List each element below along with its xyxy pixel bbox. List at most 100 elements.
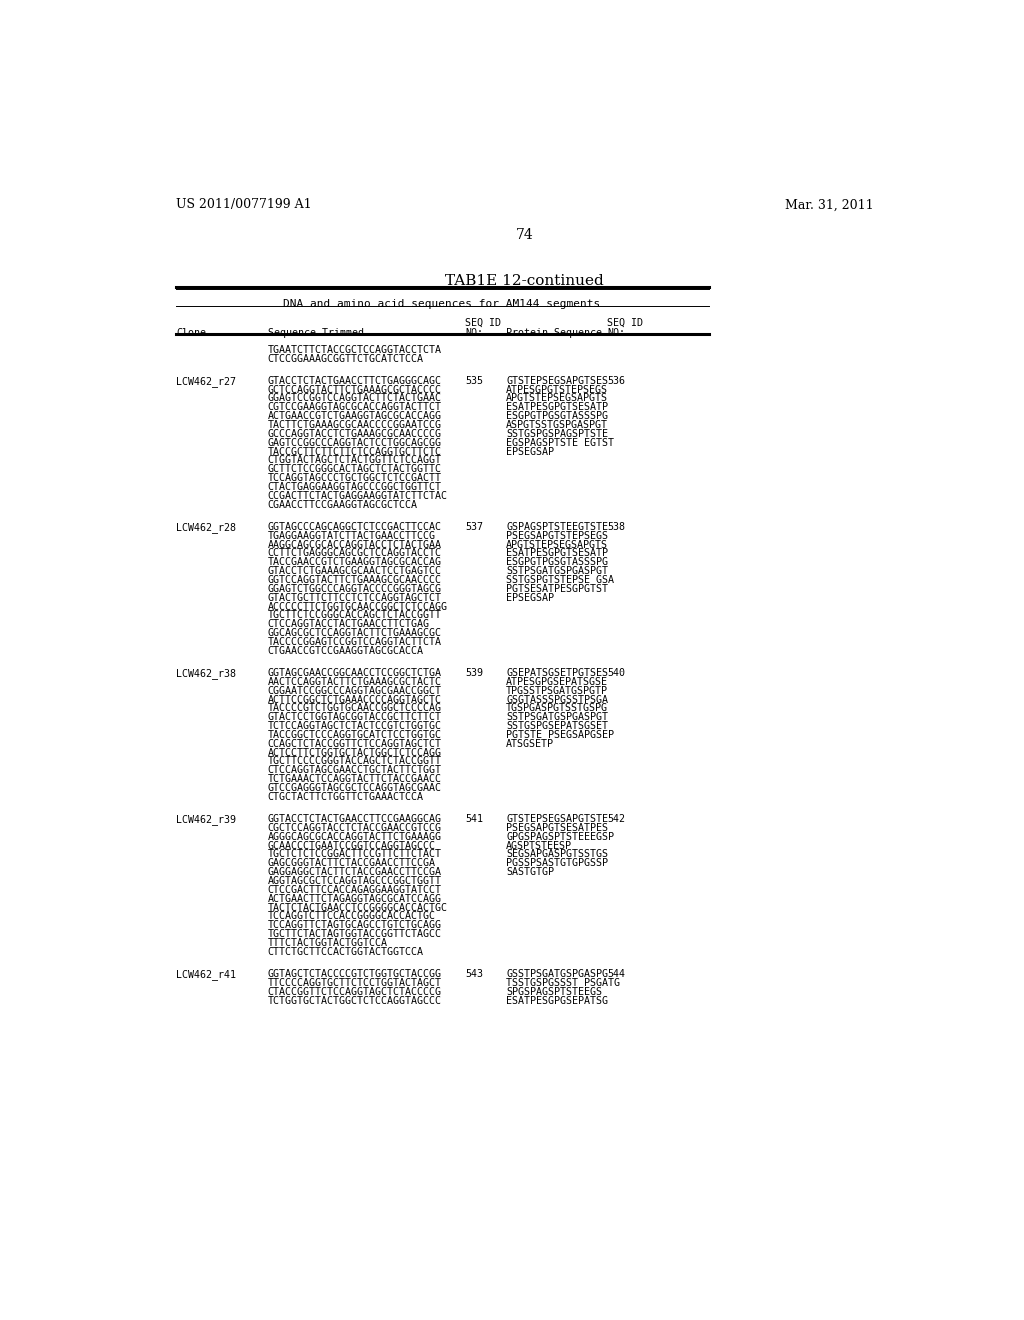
- Text: 540: 540: [607, 668, 625, 678]
- Text: ATPESGPGSEPATSGSE: ATPESGPGSEPATSGSE: [506, 677, 608, 686]
- Text: TACCGCTTCTTCTTCTCCAGGTGCTTCTC: TACCGCTTCTTCTTCTCCAGGTGCTTCTC: [267, 446, 441, 457]
- Text: GAGCGGGTACTTCTACCGAACCTTCCGA: GAGCGGGTACTTCTACCGAACCTTCCGA: [267, 858, 435, 869]
- Text: EPSEGSAP: EPSEGSAP: [506, 593, 554, 603]
- Text: GGTACCTCTACTGAACCTTCCGAAGGCAG: GGTACCTCTACTGAACCTTCCGAAGGCAG: [267, 814, 441, 824]
- Text: 544: 544: [607, 969, 625, 979]
- Text: ACTCCTTCTGGTGCTACTGGCTCTCCAGG: ACTCCTTCTGGTGCTACTGGCTCTCCAGG: [267, 747, 441, 758]
- Text: CGTCCGAAGGTAGCGCACCAGGTACTTCT: CGTCCGAAGGTAGCGCACCAGGTACTTCT: [267, 403, 441, 412]
- Text: TACTTCTGAAAGCGCAACCCCGGAATCCG: TACTTCTGAAAGCGCAACCCCGGAATCCG: [267, 420, 441, 430]
- Text: ESATPESGPGSEPATSG: ESATPESGPGSEPATSG: [506, 995, 608, 1006]
- Text: CTTCTGCTTCCACTGGTACTGGTCCA: CTTCTGCTTCCACTGGTACTGGTCCA: [267, 946, 424, 957]
- Text: NO:: NO:: [607, 327, 625, 338]
- Text: 538: 538: [607, 521, 625, 532]
- Text: CTCCAGGTAGCGAACCTGCTACTTCTGGT: CTCCAGGTAGCGAACCTGCTACTTCTGGT: [267, 766, 441, 775]
- Text: CTACTGAGGAAGGTAGCCCGGCTGGTTCT: CTACTGAGGAAGGTAGCCCGGCTGGTTCT: [267, 482, 441, 492]
- Text: TPGSSTPSGATGSPGTP: TPGSSTPSGATGSPGTP: [506, 685, 608, 696]
- Text: LCW462_r27: LCW462_r27: [176, 376, 237, 387]
- Text: APGTSTEPSEGSAPGTS: APGTSTEPSEGSAPGTS: [506, 393, 608, 404]
- Text: TAB1E 12-continued: TAB1E 12-continued: [445, 275, 604, 288]
- Text: ACTGAACTTCTAGAGGTAGCGCATCCAGG: ACTGAACTTCTAGAGGTAGCGCATCCAGG: [267, 894, 441, 904]
- Text: GGAGTCCGGTCCAGGTACTTCTACTGAAC: GGAGTCCGGTCCAGGTACTTCTACTGAAC: [267, 393, 441, 404]
- Text: PGSSPSASTGTGPGSSP: PGSSPSASTGTGPGSSP: [506, 858, 608, 869]
- Text: SSTPSGATGSPGASPGT: SSTPSGATGSPGASPGT: [506, 566, 608, 576]
- Text: SSTGSPGSEPATSGSET: SSTGSPGSEPATSGSET: [506, 721, 608, 731]
- Text: CTGCTACTTCTGGTTCTGAAACTCCA: CTGCTACTTCTGGTTCTGAAACTCCA: [267, 792, 424, 803]
- Text: ESGPGTPGSGTASSSPG: ESGPGTPGSGTASSSPG: [506, 557, 608, 568]
- Text: EGSPAGSPTSTE EGTST: EGSPAGSPTSTE EGTST: [506, 438, 614, 447]
- Text: 539: 539: [465, 668, 483, 678]
- Text: GCAACCCTGAATCCGGTCCAGGTAGCCC: GCAACCCTGAATCCGGTCCAGGTAGCCC: [267, 841, 435, 850]
- Text: TACTCTACTGAACCTCCGGGGCACCACTGC: TACTCTACTGAACCTCCGGGGCACCACTGC: [267, 903, 447, 912]
- Text: TCCAGGTCTTCCACCGGGGCACCACTGC: TCCAGGTCTTCCACCGGGGCACCACTGC: [267, 911, 435, 921]
- Text: ESATPESGPGTSESATP: ESATPESGPGTSESATP: [506, 548, 608, 558]
- Text: GGTAGCGAACCGGCAACCTCCGGCTCTGA: GGTAGCGAACCGGCAACCTCCGGCTCTGA: [267, 668, 441, 678]
- Text: GSGTASSSPGSSTPSGA: GSGTASSSPGSSTPSGA: [506, 694, 608, 705]
- Text: SSTGSPGSPAGSPTSTE: SSTGSPGSPAGSPTSTE: [506, 429, 608, 438]
- Text: GSPAGSPTSTEEGTSTE: GSPAGSPTSTEEGTSTE: [506, 521, 608, 532]
- Text: CGGAATCCGGCCCAGGTAGCGAACCGGCT: CGGAATCCGGCCCAGGTAGCGAACCGGCT: [267, 685, 441, 696]
- Text: GAGTCCGGCCCAGGTACTCCTGGCAGCGG: GAGTCCGGCCCAGGTACTCCTGGCAGCGG: [267, 438, 441, 447]
- Text: PSEGSAPGTSESATPES: PSEGSAPGTSESATPES: [506, 822, 608, 833]
- Text: CGCTCCAGGTACCTCTACCGAACCGTCCG: CGCTCCAGGTACCTCTACCGAACCGTCCG: [267, 822, 441, 833]
- Text: 541: 541: [465, 814, 483, 824]
- Text: ATPESGPGTSTEPSEGS: ATPESGPGTSTEPSEGS: [506, 384, 608, 395]
- Text: TCCAGGTAGCCCTGCTGGCTCTCCGACTT: TCCAGGTAGCCCTGCTGGCTCTCCGACTT: [267, 473, 441, 483]
- Text: TACCCCGTCTGGTGCAACCGGCTCCCCAG: TACCCCGTCTGGTGCAACCGGCTCCCCAG: [267, 704, 441, 713]
- Text: GSEPATSGSETPGTSES: GSEPATSGSETPGTSES: [506, 668, 608, 678]
- Text: SEQ ID: SEQ ID: [465, 318, 501, 327]
- Text: 535: 535: [465, 376, 483, 385]
- Text: LCW462_r39: LCW462_r39: [176, 814, 237, 825]
- Text: CTCCAGGTACCTACTGAACCTTCTGAG: CTCCAGGTACCTACTGAACCTTCTGAG: [267, 619, 429, 630]
- Text: GPGSPAGSPTSTEEEGSP: GPGSPAGSPTSTEEEGSP: [506, 832, 614, 842]
- Text: AAGGCAGCGCACCAGGTACCTCTACTGAA: AAGGCAGCGCACCAGGTACCTCTACTGAA: [267, 540, 441, 549]
- Text: CTACCGGTTCTCCAGGTAGCTCTACCCCG: CTACCGGTTCTCCAGGTAGCTCTACCCCG: [267, 987, 441, 997]
- Text: TGCTTCCCCGGGTACCAGCTCTACCGGTT: TGCTTCCCCGGGTACCAGCTCTACCGGTT: [267, 756, 441, 767]
- Text: TCTGGTGCTACTGGCTCTCCAGGTAGCCC: TCTGGTGCTACTGGCTCTCCAGGTAGCCC: [267, 995, 441, 1006]
- Text: TACCGGCTCCCAGGTGCATCTCCTGGTGC: TACCGGCTCCCAGGTGCATCTCCTGGTGC: [267, 730, 441, 741]
- Text: TGAATCTTCTACCGCTCCAGGTACCTCTA: TGAATCTTCTACCGCTCCAGGTACCTCTA: [267, 345, 441, 355]
- Text: GTCCGAGGGTAGCGCTCCAGGTAGCGAAC: GTCCGAGGGTAGCGCTCCAGGTAGCGAAC: [267, 783, 441, 793]
- Text: Protein Sequence: Protein Sequence: [506, 327, 602, 338]
- Text: ACTGAACCGTCTGAAGGTAGCGCACCAGG: ACTGAACCGTCTGAAGGTAGCGCACCAGG: [267, 411, 441, 421]
- Text: TCCAGGTTCTAGTGCAGCCTGTCTGCAGG: TCCAGGTTCTAGTGCAGCCTGTCTGCAGG: [267, 920, 441, 931]
- Text: CCGACTTCTACTGAGGAAGGTATCTTCTAC: CCGACTTCTACTGAGGAAGGTATCTTCTAC: [267, 491, 447, 500]
- Text: CTCCGGAAAGCGGTTCTGCATCTCCA: CTCCGGAAAGCGGTTCTGCATCTCCA: [267, 354, 424, 363]
- Text: GGTAGCCCAGCAGGCTCTCCGACTTCCAC: GGTAGCCCAGCAGGCTCTCCGACTTCCAC: [267, 521, 441, 532]
- Text: TCTGAAACTCCAGGTACTTCTACCGAACC: TCTGAAACTCCAGGTACTTCTACCGAACC: [267, 775, 441, 784]
- Text: AACTCCAGGTACTTCTGAAAGCGCTACTC: AACTCCAGGTACTTCTGAAAGCGCTACTC: [267, 677, 441, 686]
- Text: GTACTCCTGGTAGCGGTACCGCTTCTTCT: GTACTCCTGGTAGCGGTACCGCTTCTTCT: [267, 713, 441, 722]
- Text: PGTSESATPESGPGTST: PGTSESATPESGPGTST: [506, 583, 608, 594]
- Text: TSSTGSPGSSST PSGATG: TSSTGSPGSSST PSGATG: [506, 978, 621, 987]
- Text: GCTTCTCCGGGCACTAGCTCTACTGGTTC: GCTTCTCCGGGCACTAGCTCTACTGGTTC: [267, 465, 441, 474]
- Text: APGTSTEPSEGSAPGTS: APGTSTEPSEGSAPGTS: [506, 540, 608, 549]
- Text: SSTPSGATGSPGASPGT: SSTPSGATGSPGASPGT: [506, 713, 608, 722]
- Text: TGSPGASPGTSSTGSPG: TGSPGASPGTSSTGSPG: [506, 704, 608, 713]
- Text: CTCCGACTTCCACCAGAGGAAGGTATCCT: CTCCGACTTCCACCAGAGGAAGGTATCCT: [267, 884, 441, 895]
- Text: CCTTCTGAGGGCAGCGCTCCAGGTACCTC: CCTTCTGAGGGCAGCGCTCCAGGTACCTC: [267, 548, 441, 558]
- Text: 74: 74: [516, 227, 534, 242]
- Text: AGSPTSTEESP: AGSPTSTEESP: [506, 841, 572, 850]
- Text: LCW462_r41: LCW462_r41: [176, 969, 237, 979]
- Text: TGCTCTCTCCGGACTTCCGTTCTTCTACT: TGCTCTCTCCGGACTTCCGTTCTTCTACT: [267, 850, 441, 859]
- Text: TGAGGAAGGTATCTTACTGAACCTTCCG: TGAGGAAGGTATCTTACTGAACCTTCCG: [267, 531, 435, 541]
- Text: NO:: NO:: [465, 327, 483, 338]
- Text: ESATPESGPGTSESATP: ESATPESGPGTSESATP: [506, 403, 608, 412]
- Text: PGTSTE PSEGSAPGSEP: PGTSTE PSEGSAPGSEP: [506, 730, 614, 741]
- Text: CTGAACCGTCCGAAGGTAGCGCACCA: CTGAACCGTCCGAAGGTAGCGCACCA: [267, 645, 424, 656]
- Text: ATSGSETP: ATSGSETP: [506, 739, 554, 748]
- Text: SPGSPAGSPTSTEEGS: SPGSPAGSPTSTEEGS: [506, 987, 602, 997]
- Text: LCW462_r28: LCW462_r28: [176, 521, 237, 533]
- Text: GCTCCAGGTACTTCTGAAAGCGCTACCCC: GCTCCAGGTACTTCTGAAAGCGCTACCCC: [267, 384, 441, 395]
- Text: SASTGTGP: SASTGTGP: [506, 867, 554, 878]
- Text: GTACTGCTTCTTCCTCTCCAGGTAGCTCT: GTACTGCTTCTTCCTCTCCAGGTAGCTCT: [267, 593, 441, 603]
- Text: ASPGTSSTGSPGASPGT: ASPGTSSTGSPGASPGT: [506, 420, 608, 430]
- Text: 543: 543: [465, 969, 483, 979]
- Text: TTCCCCAGGTGCTTCTCCTGGTACTAGCT: TTCCCCAGGTGCTTCTCCTGGTACTAGCT: [267, 978, 441, 987]
- Text: GTSTEPSEGSAPGTSES: GTSTEPSEGSAPGTSES: [506, 376, 608, 385]
- Text: PSEGSAPGTSTEPSEGS: PSEGSAPGTSTEPSEGS: [506, 531, 608, 541]
- Text: CGAACCTTCCGAAGGTAGCGCTCCA: CGAACCTTCCGAAGGTAGCGCTCCA: [267, 500, 418, 510]
- Text: GSSTPSGATGSPGASPG: GSSTPSGATGSPGASPG: [506, 969, 608, 979]
- Text: GCCCAGGTACCTCTGAAAGCGCAACCCCG: GCCCAGGTACCTCTGAAAGCGCAACCCCG: [267, 429, 441, 438]
- Text: AGGTAGCGCTCCAGGTAGCCCGGCTGGTT: AGGTAGCGCTCCAGGTAGCCCGGCTGGTT: [267, 876, 441, 886]
- Text: GAGGAGGCTACTTCTACCGAACCTTCCGA: GAGGAGGCTACTTCTACCGAACCTTCCGA: [267, 867, 441, 878]
